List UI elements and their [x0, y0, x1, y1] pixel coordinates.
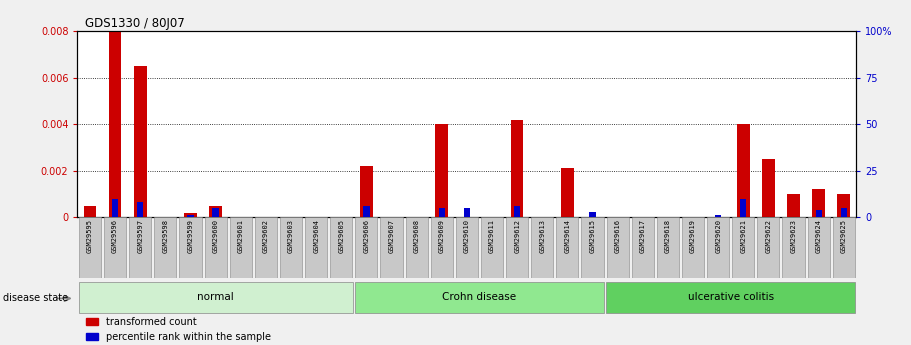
Text: GSM29599: GSM29599	[188, 219, 193, 253]
Bar	[740, 199, 746, 217]
FancyBboxPatch shape	[507, 217, 528, 278]
FancyBboxPatch shape	[757, 217, 780, 278]
Text: GSM29616: GSM29616	[615, 219, 620, 253]
Text: normal: normal	[198, 292, 234, 302]
FancyBboxPatch shape	[557, 217, 578, 278]
Text: GSM29624: GSM29624	[815, 219, 822, 253]
Bar	[737, 124, 750, 217]
Bar	[464, 208, 470, 217]
FancyBboxPatch shape	[607, 217, 629, 278]
FancyBboxPatch shape	[456, 217, 478, 278]
Bar	[514, 206, 520, 217]
FancyBboxPatch shape	[783, 217, 804, 278]
Bar	[561, 168, 574, 217]
Text: GSM29615: GSM29615	[589, 219, 596, 253]
FancyBboxPatch shape	[179, 217, 201, 278]
Text: GSM29610: GSM29610	[464, 219, 470, 253]
Bar	[589, 212, 596, 217]
FancyBboxPatch shape	[607, 282, 855, 313]
Text: GSM29617: GSM29617	[640, 219, 646, 253]
FancyBboxPatch shape	[330, 217, 353, 278]
Bar	[212, 208, 219, 217]
FancyBboxPatch shape	[381, 217, 403, 278]
Text: GSM29602: GSM29602	[263, 219, 269, 253]
Text: GSM29625: GSM29625	[841, 219, 847, 253]
FancyBboxPatch shape	[255, 217, 277, 278]
Text: GSM29609: GSM29609	[439, 219, 445, 253]
FancyBboxPatch shape	[355, 217, 377, 278]
Text: GSM29605: GSM29605	[338, 219, 344, 253]
Bar	[188, 215, 194, 217]
Text: GSM29595: GSM29595	[87, 219, 93, 253]
Text: GSM29600: GSM29600	[212, 219, 219, 253]
Bar	[763, 159, 774, 217]
Text: GSM29622: GSM29622	[765, 219, 772, 253]
Text: GSM29613: GSM29613	[539, 219, 546, 253]
Bar	[841, 208, 847, 217]
FancyBboxPatch shape	[631, 217, 654, 278]
Bar	[815, 210, 822, 217]
Bar	[210, 206, 222, 217]
Bar	[787, 194, 800, 217]
Text: GSM29621: GSM29621	[741, 219, 746, 253]
Text: GSM29603: GSM29603	[288, 219, 294, 253]
Bar	[435, 124, 448, 217]
Text: GSM29618: GSM29618	[665, 219, 670, 253]
Text: GSM29607: GSM29607	[388, 219, 394, 253]
Text: GSM29601: GSM29601	[238, 219, 244, 253]
Text: GSM29596: GSM29596	[112, 219, 118, 253]
Bar	[360, 166, 373, 217]
Text: GSM29612: GSM29612	[514, 219, 520, 253]
FancyBboxPatch shape	[431, 217, 453, 278]
FancyBboxPatch shape	[129, 217, 151, 278]
FancyBboxPatch shape	[79, 217, 101, 278]
Text: GDS1330 / 80J07: GDS1330 / 80J07	[86, 17, 185, 30]
Text: GSM29623: GSM29623	[791, 219, 796, 253]
Text: GSM29611: GSM29611	[489, 219, 495, 253]
FancyBboxPatch shape	[405, 217, 427, 278]
Bar	[138, 203, 143, 217]
Text: GSM29608: GSM29608	[414, 219, 420, 253]
Bar	[184, 213, 197, 217]
Bar	[84, 206, 97, 217]
Bar	[134, 66, 147, 217]
Text: ulcerative colitis: ulcerative colitis	[688, 292, 773, 302]
FancyBboxPatch shape	[481, 217, 503, 278]
FancyBboxPatch shape	[78, 282, 353, 313]
FancyBboxPatch shape	[531, 217, 553, 278]
Text: GSM29597: GSM29597	[138, 219, 143, 253]
FancyBboxPatch shape	[355, 282, 604, 313]
Bar	[511, 120, 524, 217]
Text: GSM29614: GSM29614	[565, 219, 570, 253]
FancyBboxPatch shape	[657, 217, 679, 278]
FancyBboxPatch shape	[707, 217, 729, 278]
Text: GSM29620: GSM29620	[715, 219, 722, 253]
Bar	[363, 206, 370, 217]
Text: GSM29598: GSM29598	[162, 219, 169, 253]
FancyBboxPatch shape	[732, 217, 754, 278]
Bar	[112, 199, 118, 217]
Text: Crohn disease: Crohn disease	[443, 292, 517, 302]
FancyBboxPatch shape	[682, 217, 704, 278]
FancyBboxPatch shape	[205, 217, 227, 278]
FancyBboxPatch shape	[807, 217, 830, 278]
FancyBboxPatch shape	[833, 217, 855, 278]
FancyBboxPatch shape	[230, 217, 251, 278]
Text: GSM29619: GSM29619	[690, 219, 696, 253]
Text: disease state: disease state	[3, 294, 67, 303]
Bar	[108, 31, 121, 217]
FancyBboxPatch shape	[154, 217, 177, 278]
Bar	[837, 194, 850, 217]
Text: GSM29606: GSM29606	[363, 219, 369, 253]
Text: GSM29604: GSM29604	[313, 219, 319, 253]
FancyBboxPatch shape	[280, 217, 302, 278]
FancyBboxPatch shape	[104, 217, 127, 278]
Bar	[715, 216, 722, 217]
Bar	[438, 208, 445, 217]
FancyBboxPatch shape	[581, 217, 604, 278]
Legend: transformed count, percentile rank within the sample: transformed count, percentile rank withi…	[82, 313, 274, 345]
FancyBboxPatch shape	[305, 217, 327, 278]
Bar	[813, 189, 825, 217]
